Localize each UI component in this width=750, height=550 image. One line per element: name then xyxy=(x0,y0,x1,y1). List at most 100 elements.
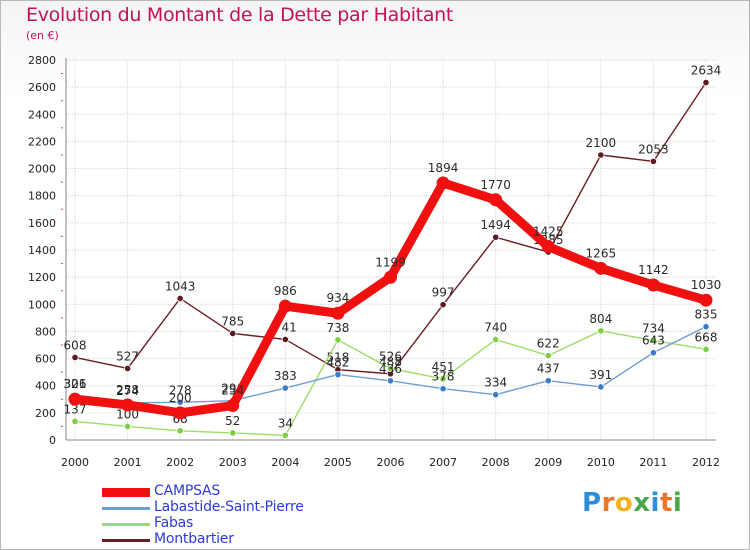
x-tick-label: 2001 xyxy=(114,456,142,469)
data-label-montbartier: 2634 xyxy=(691,64,722,78)
x-tick-label: 2005 xyxy=(324,456,352,469)
data-point-montbartier xyxy=(649,157,658,165)
data-point-campsas xyxy=(121,398,135,412)
data-label-montbartier: 608 xyxy=(64,338,87,352)
data-point-fabas xyxy=(123,422,132,431)
data-label-campsas: 258 xyxy=(116,383,139,397)
logo-letter: t xyxy=(659,488,673,518)
data-point-fabas xyxy=(544,351,552,360)
data-label-labastide-saint-pierre: 278 xyxy=(169,383,192,397)
logo-letter: i xyxy=(672,488,683,518)
y-tick-label: 1000 xyxy=(28,298,56,311)
data-label-campsas: 1142 xyxy=(638,263,669,277)
data-label-montbartier: 785 xyxy=(221,314,244,328)
legend-item-fabas: Fabas xyxy=(102,515,342,532)
y-tick-label: 800 xyxy=(35,325,56,338)
legend-label-campsas: CAMPSAS xyxy=(154,483,221,499)
y-minor-tick xyxy=(61,317,63,319)
data-point-montbartier xyxy=(176,294,184,303)
data-label-fabas: 622 xyxy=(537,337,560,351)
data-label-labastide-saint-pierre: 643 xyxy=(642,334,665,348)
data-label-fabas: 740 xyxy=(484,321,507,335)
x-tick-label: 2003 xyxy=(219,456,247,469)
x-tick-label: 2010 xyxy=(587,456,615,469)
x-tick-label: 2011 xyxy=(639,456,667,469)
data-point-fabas xyxy=(71,417,79,426)
data-label-labastide-saint-pierre: 334 xyxy=(484,376,507,390)
data-label-labastide-saint-pierre: 274 xyxy=(116,384,139,398)
data-label-campsas: 934 xyxy=(326,291,349,305)
data-point-fabas xyxy=(439,375,447,383)
y-minor-tick xyxy=(61,154,63,156)
data-label-campsas: 986 xyxy=(274,284,297,298)
logo-letter: i xyxy=(650,488,660,518)
data-point-labastide-saint-pierre xyxy=(176,398,184,406)
data-label-montbartier: 1043 xyxy=(165,279,196,293)
data-label-fabas: 137 xyxy=(64,402,87,416)
data-point-fabas xyxy=(281,431,289,439)
data-point-campsas xyxy=(541,240,555,254)
y-minor-tick xyxy=(61,290,63,292)
y-tick-label: 2400 xyxy=(28,108,56,121)
data-point-labastide-saint-pierre xyxy=(544,377,552,385)
x-tick-label: 2012 xyxy=(692,456,720,469)
data-point-campsas xyxy=(699,293,713,307)
logo-letter: r xyxy=(601,488,615,518)
data-label-labastide-saint-pierre: 436 xyxy=(379,362,402,376)
legend-item-montbartier: Montbartier xyxy=(102,531,342,548)
data-label-montbartier: 2100 xyxy=(586,136,617,150)
legend: CAMPSAS Labastide-Saint-Pierre Fabas Mon… xyxy=(102,483,342,548)
y-minor-tick xyxy=(61,100,63,102)
data-label-campsas: 1770 xyxy=(480,178,511,192)
legend-label-montbartier: Montbartier xyxy=(154,531,234,547)
data-point-labastide-saint-pierre xyxy=(702,323,710,331)
data-label-labastide-saint-pierre: 437 xyxy=(537,362,560,376)
legend-label-fabas: Fabas xyxy=(154,515,194,531)
data-label-fabas: 34 xyxy=(278,416,293,430)
data-point-montbartier xyxy=(439,301,447,309)
y-minor-tick xyxy=(61,425,63,427)
y-tick-label: 2800 xyxy=(28,54,56,67)
data-label-labastide-saint-pierre: 326 xyxy=(64,377,87,391)
y-tick-label: 1800 xyxy=(28,190,56,203)
legend-swatch-labastide xyxy=(102,507,150,510)
data-label-labastide-saint-pierre: 835 xyxy=(695,308,718,322)
data-label-fabas: 52 xyxy=(225,414,240,428)
data-label-montbartier: 527 xyxy=(116,349,139,363)
data-point-labastide-saint-pierre xyxy=(649,349,658,357)
y-minor-tick xyxy=(61,208,63,210)
y-minor-tick xyxy=(61,344,63,346)
x-tick-label: 2002 xyxy=(166,456,194,469)
data-label-campsas: 1199 xyxy=(375,255,406,269)
data-label-montbartier: 2053 xyxy=(638,142,669,156)
logo-letter: P xyxy=(582,488,602,518)
data-label-fabas: 804 xyxy=(589,312,612,326)
data-label-montbartier: 518 xyxy=(326,351,349,365)
data-point-fabas xyxy=(386,365,395,373)
x-tick-label: 2008 xyxy=(482,456,510,469)
data-label-campsas: 1894 xyxy=(428,161,459,175)
data-label-campsas: 301 xyxy=(64,377,87,391)
data-point-fabas xyxy=(492,335,500,344)
data-label-fabas: 451 xyxy=(432,360,455,374)
y-tick-label: 1400 xyxy=(28,244,56,257)
data-point-montbartier xyxy=(71,353,79,362)
data-point-montbartier xyxy=(123,364,132,373)
logo-letter: x xyxy=(633,488,651,518)
data-label-campsas: 200 xyxy=(169,391,192,405)
data-point-labastide-saint-pierre xyxy=(281,384,289,392)
y-minor-tick xyxy=(61,181,63,183)
data-label-campsas: 254 xyxy=(221,384,244,398)
data-label-montbartier: 997 xyxy=(432,286,455,300)
y-minor-tick xyxy=(61,127,63,129)
data-label-labastide-saint-pierre: 482 xyxy=(326,356,349,370)
y-tick-label: 0 xyxy=(49,434,56,447)
data-point-campsas xyxy=(489,193,503,207)
x-tick-label: 2006 xyxy=(377,456,405,469)
data-point-campsas xyxy=(436,176,450,190)
data-point-fabas xyxy=(649,336,658,344)
proxiti-logo: Proxiti xyxy=(582,488,682,518)
y-minor-tick xyxy=(61,398,63,400)
data-label-fabas: 100 xyxy=(116,407,139,421)
data-point-montbartier xyxy=(597,151,605,159)
